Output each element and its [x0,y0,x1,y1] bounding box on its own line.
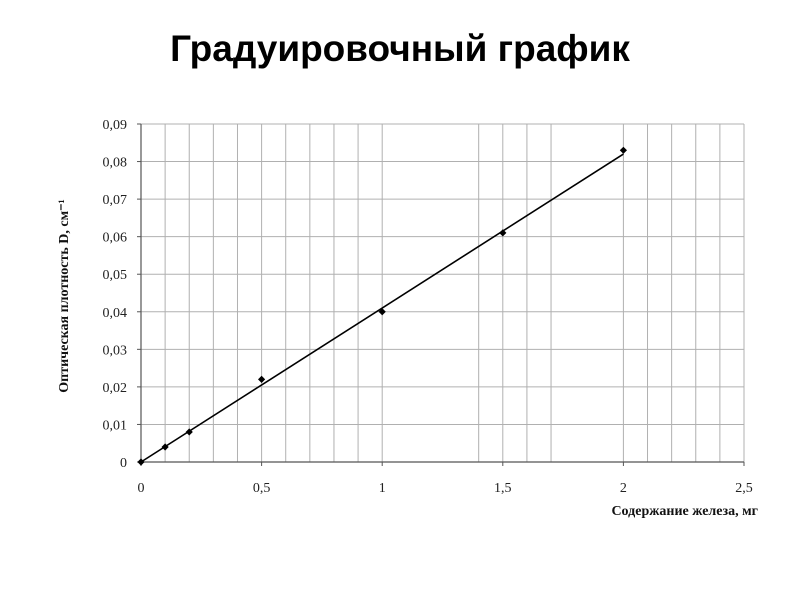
data-point [137,458,145,466]
x-tick-label: 2,5 [735,481,753,496]
y-tick-label: 0,03 [103,343,128,358]
y-tick-label: 0,07 [103,193,128,208]
grid-lines [141,123,745,462]
data-points [137,146,627,466]
data-point [258,375,266,383]
x-tick-label: 0,5 [253,481,271,496]
x-tick-label: 1 [379,481,386,496]
y-tick-label: 0,01 [103,418,128,433]
x-axis-label: Содержание железа, мг [611,504,758,519]
trendline-segment [140,153,624,463]
x-tick-label: 0 [138,481,145,496]
tick-labels: 0 0,01 0,02 0,03 0,04 0,05 0,06 0,07 0,08 0,09 0 0,… [103,118,753,496]
x-tick-label: 2 [620,481,627,496]
y-tick-label: 0,06 [103,231,128,246]
y-axis-label: Оптическая плотность D, см⁻¹ [57,199,72,392]
data-point [161,443,169,451]
chart-title: Градуировочный график [170,28,630,69]
y-tick-label: 0 [120,456,127,471]
trendline [140,153,624,463]
data-point [185,428,193,436]
y-tick-label: 0,02 [103,381,128,396]
y-tick-label: 0,09 [103,118,128,133]
x-tick-label: 1,5 [494,481,512,496]
axes [137,123,745,466]
data-point [619,146,627,154]
y-tick-label: 0,04 [103,306,128,321]
data-point [378,308,386,316]
y-tick-label: 0,08 [103,156,128,171]
y-tick-label: 0,05 [103,268,128,283]
data-point [499,229,507,237]
